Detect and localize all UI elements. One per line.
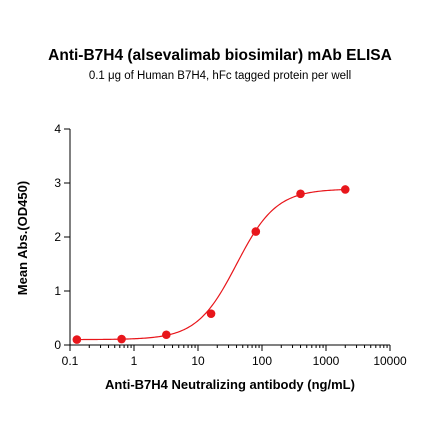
y-tick-label: 4 xyxy=(54,122,61,136)
data-point xyxy=(72,335,82,344)
data-point xyxy=(117,334,126,344)
y-tick-label: 3 xyxy=(54,176,61,190)
x-tick-label: 100 xyxy=(252,354,272,368)
x-tick-label: 1 xyxy=(131,354,138,368)
x-axis-label: Anti-B7H4 Neutralizing antibody (ng/mL) xyxy=(105,377,355,392)
data-point xyxy=(340,185,350,194)
data-points xyxy=(72,185,350,344)
data-point xyxy=(251,227,261,236)
x-tick-label: 10000 xyxy=(373,354,407,368)
y-tick-label: 1 xyxy=(54,284,61,298)
x-tick-label: 10 xyxy=(191,354,205,368)
x-tick-label: 0.1 xyxy=(62,354,79,368)
data-point xyxy=(162,330,171,340)
y-axis-label: Mean Abs.(OD450) xyxy=(15,181,30,295)
x-tick-label: 1000 xyxy=(313,354,340,368)
data-point xyxy=(206,309,216,318)
y-tick-label: 0 xyxy=(54,338,61,352)
chart-title: Anti-B7H4 (alsevalimab biosimilar) mAb E… xyxy=(48,47,392,64)
data-point xyxy=(296,189,305,199)
chart-subtitle: 0.1 μg of Human B7H4, hFc tagged protein… xyxy=(88,70,352,82)
y-tick-label: 2 xyxy=(54,230,61,244)
axes: 0 1 2 3 4 0.1 1 10 100 1000 10000 xyxy=(54,122,407,368)
